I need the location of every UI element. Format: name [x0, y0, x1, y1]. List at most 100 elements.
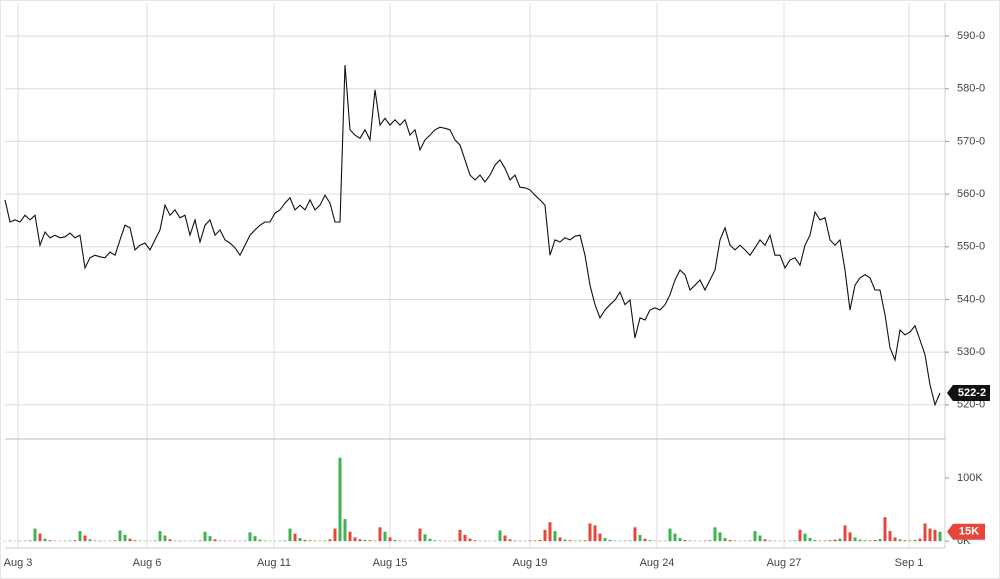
volume-bar	[458, 529, 462, 542]
volume-bar	[758, 535, 762, 542]
volume-bar	[78, 531, 82, 542]
volume-bar	[703, 540, 707, 542]
volume-bar	[723, 538, 727, 542]
volume-bar	[248, 532, 252, 542]
volume-bar	[358, 539, 362, 542]
volume-bar	[8, 540, 12, 542]
volume-bar	[288, 528, 292, 542]
price-line	[4, 65, 941, 407]
volume-bar	[43, 538, 47, 542]
volume-bar	[938, 531, 942, 542]
volume-bar	[243, 540, 247, 542]
volume-bar	[493, 540, 497, 542]
volume-bar	[543, 529, 547, 542]
volume-bar	[533, 540, 537, 542]
volume-bar	[628, 540, 632, 542]
volume-bar	[393, 539, 397, 542]
volume-bar	[73, 540, 77, 542]
volume-bar	[768, 540, 772, 542]
volume-bar	[253, 536, 257, 542]
volume-bar	[473, 540, 477, 542]
volume-bar	[733, 540, 737, 542]
volume-bar	[133, 540, 137, 542]
volume-bar	[293, 533, 297, 542]
volume-bar	[568, 540, 572, 542]
volume-bar	[363, 539, 367, 542]
volume-bar	[608, 539, 612, 542]
volume-bar	[213, 539, 217, 542]
volume-bar	[278, 540, 282, 542]
volume-bar	[583, 540, 587, 542]
volume-bar	[468, 538, 472, 542]
volume-bar	[933, 529, 937, 542]
y-tick-label: 590-0	[957, 30, 985, 42]
volume-bar	[68, 540, 72, 542]
volume-bar	[638, 534, 642, 542]
volume-bar	[343, 519, 347, 542]
volume-bar	[433, 540, 437, 542]
x-tick-label: Aug 27	[767, 557, 802, 569]
volume-bar	[728, 539, 732, 542]
y-tick-label: 550-0	[957, 241, 985, 253]
volume-bar	[613, 540, 617, 542]
volume-bar	[818, 540, 822, 542]
x-tick-label: Aug 11	[257, 557, 291, 569]
y-tick-label: 570-0	[957, 135, 985, 147]
volume-bar	[323, 540, 327, 542]
volume-bar	[823, 540, 827, 542]
volume-bar	[868, 540, 872, 542]
x-tick-label: Aug 15	[373, 557, 408, 569]
volume-bar	[858, 539, 862, 542]
volume-bar	[498, 530, 502, 542]
volume-bar	[123, 534, 127, 542]
volume-bar	[388, 537, 392, 542]
volume-bar	[378, 527, 382, 542]
last-volume-badge	[947, 523, 985, 540]
volume-bar	[633, 527, 637, 542]
volume-bar	[788, 540, 792, 542]
volume-bar	[873, 539, 877, 542]
volume-bar	[328, 539, 332, 542]
volume-bar	[108, 540, 112, 542]
volume-bar	[173, 540, 177, 542]
volume-bar	[198, 540, 202, 542]
volume-bar	[263, 540, 267, 542]
volume-bar	[63, 540, 67, 542]
volume-bar	[348, 531, 352, 542]
volume-bar	[178, 540, 182, 542]
volume-bar	[548, 522, 552, 542]
volume-bar	[713, 527, 717, 542]
volume-bar	[138, 540, 142, 542]
volume-bar	[833, 539, 837, 542]
volume-bar	[683, 539, 687, 542]
volume-bar	[903, 540, 907, 542]
volume-bar	[418, 528, 422, 542]
volume-bar	[128, 538, 132, 542]
volume-bar	[98, 540, 102, 542]
last-volume-label: 15K	[959, 526, 979, 538]
volume-bar	[803, 533, 807, 542]
volume-bar	[643, 538, 647, 542]
volume-bar	[753, 531, 757, 542]
x-tick-label: Aug 3	[4, 557, 33, 569]
volume-bar	[863, 540, 867, 542]
volume-bar	[848, 532, 852, 542]
y-tick-label: 520-0	[957, 399, 985, 411]
volume-bar	[23, 540, 27, 542]
volume-bar	[663, 540, 667, 542]
volume-bar	[688, 540, 692, 542]
volume-bar	[208, 536, 212, 542]
volume-bar	[298, 538, 302, 542]
volume-bar	[773, 540, 777, 542]
volume-bar	[718, 532, 722, 542]
volume-bar	[513, 540, 517, 542]
y-tick-label: 580-0	[957, 83, 985, 95]
volume-bar	[233, 540, 237, 542]
volume-bar	[353, 537, 357, 542]
volume-bar	[28, 540, 32, 542]
volume-bar	[928, 528, 932, 542]
volume-bar	[918, 538, 922, 542]
volume-bar	[313, 540, 317, 542]
volume-bar	[118, 530, 122, 542]
volume-bar	[793, 540, 797, 542]
